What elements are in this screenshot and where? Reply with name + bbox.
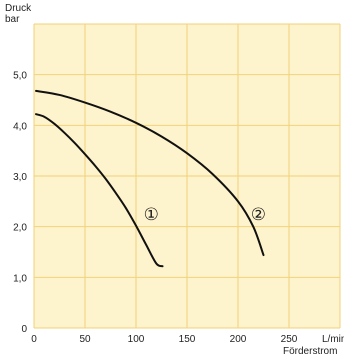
grid bbox=[33, 23, 341, 329]
y-tick-label: 5,0 bbox=[13, 71, 27, 82]
series-label-1: ① bbox=[144, 205, 159, 225]
y-tick-label: 2,0 bbox=[13, 223, 27, 234]
y-tick-label: 1,0 bbox=[13, 273, 27, 284]
x-tick-label: 150 bbox=[179, 334, 196, 345]
curves bbox=[35, 89, 265, 268]
x-tick-label: 200 bbox=[230, 334, 247, 345]
x-tick-label: 50 bbox=[79, 334, 91, 345]
y-tick-label: 4,0 bbox=[13, 121, 27, 132]
y-axis-title: Druck bbox=[5, 3, 32, 14]
y-axis-unit: bar bbox=[5, 14, 20, 25]
series-line-1 bbox=[35, 113, 164, 268]
x-axis-unit: L/min bbox=[322, 334, 344, 345]
series-line-2 bbox=[35, 89, 265, 257]
x-tick-label: 0 bbox=[31, 334, 37, 345]
x-tick-label: 100 bbox=[128, 334, 145, 345]
labels: 0 50 100 150 200 250 0 1,0 2,0 3,0 4,0 5,0 ① ② bbox=[13, 71, 298, 345]
series-label-2: ② bbox=[251, 205, 266, 225]
y-tick-label: 3,0 bbox=[13, 172, 27, 183]
x-axis-title: Förderstrom bbox=[283, 346, 337, 357]
x-tick-label: 250 bbox=[281, 334, 298, 345]
y-tick-label: 0 bbox=[21, 324, 27, 335]
